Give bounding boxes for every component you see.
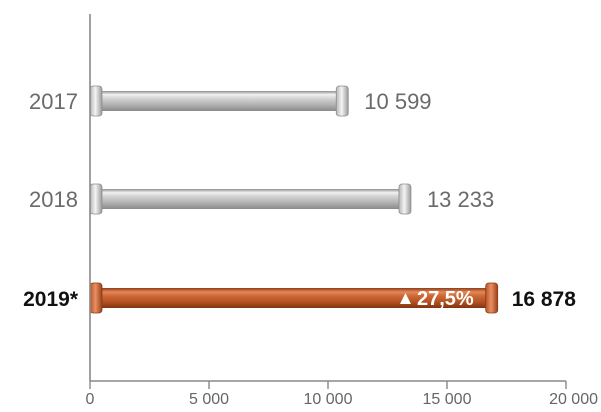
bar-2017 (89, 85, 349, 117)
x-tick-label: 15 000 (423, 391, 472, 408)
axes-group: 0 5 000 10 000 15 000 20 000 (86, 14, 598, 408)
growth-annotation: 27,5% (417, 288, 474, 310)
bar-right-cap (335, 85, 349, 117)
bar-left-cap (89, 183, 103, 215)
value-label: 13 233 (427, 187, 494, 212)
x-tick-label: 20 000 (549, 391, 598, 408)
category-label: 2017 (29, 89, 78, 114)
x-tick-label: 0 (86, 391, 95, 408)
category-label: 2018 (29, 187, 78, 212)
bar-2018 (89, 183, 412, 215)
labels-group: 2017 10 599 2018 13 233 2019* 16 878 27,5% (23, 89, 576, 311)
bar-left-cap (89, 282, 103, 314)
category-label: 2019* (23, 288, 79, 311)
bar-right-cap (485, 282, 499, 314)
triangle-up-icon (399, 293, 411, 304)
bar-left-cap (89, 85, 103, 117)
value-label: 16 878 (512, 288, 577, 311)
value-label: 10 599 (364, 89, 431, 114)
x-tick-label: 10 000 (304, 391, 353, 408)
bar-tube (96, 91, 343, 111)
bar-tube (96, 288, 492, 308)
bars-group (89, 85, 499, 314)
bar-2019 (89, 282, 499, 314)
bar-right-cap (398, 183, 412, 215)
x-tick-label: 5 000 (189, 391, 229, 408)
bar-tube (96, 189, 405, 209)
